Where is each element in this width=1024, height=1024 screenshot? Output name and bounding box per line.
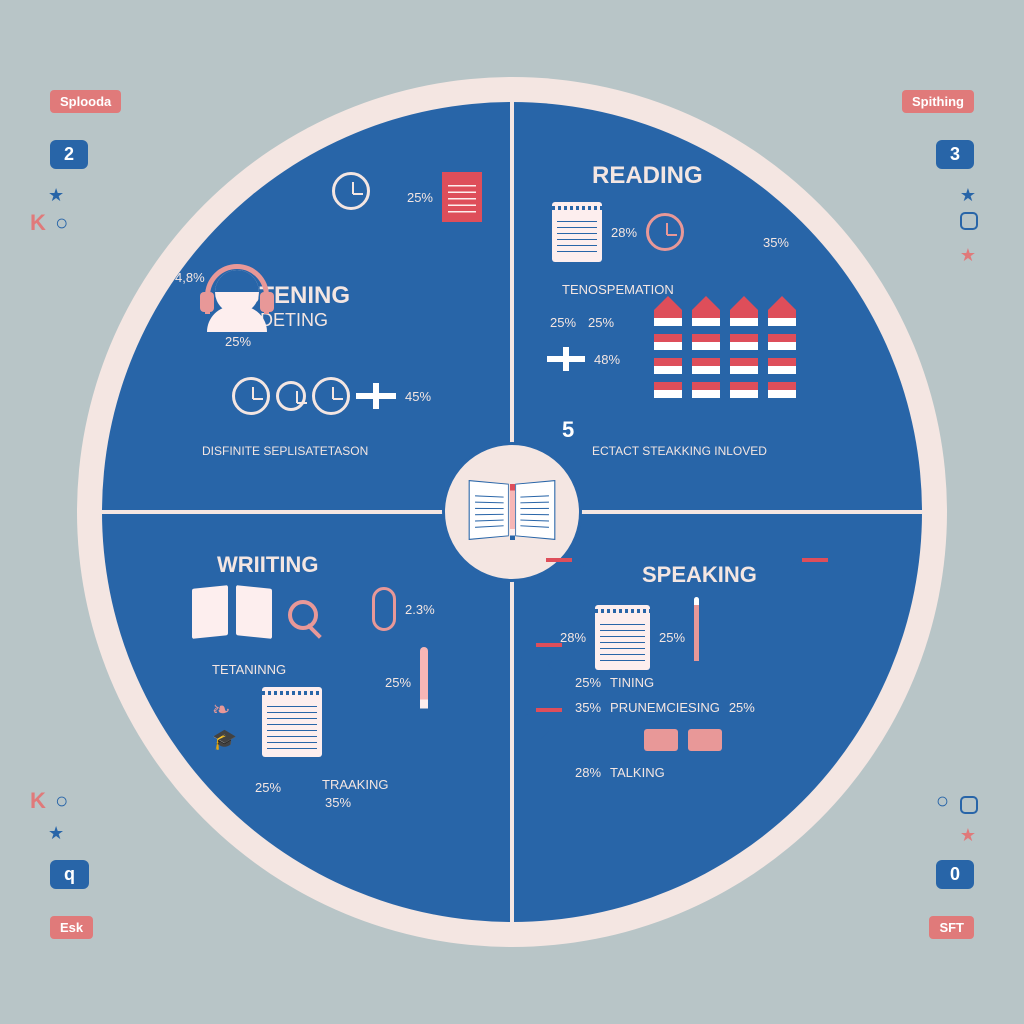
pct-label: 25% [407,190,433,205]
pct-label: 28% [575,765,601,780]
q3-label-1: TETANINNG [212,662,286,677]
q3-label-2: TRAAKING [322,777,388,792]
q3-title: WRIITING [217,552,318,578]
headphones-avatar-icon [202,262,272,332]
star-icon: ★ [48,185,64,206]
q2-subtitle: TENOSPEMATION [562,282,674,297]
clock-icon [276,381,306,411]
block-icon [644,729,678,751]
q2-title: READING [592,162,703,190]
pct-label: 35% [763,235,789,250]
clock-icon [312,377,350,415]
notepad-icon [595,605,650,670]
badge-top-right: Spithing [902,90,974,113]
uk-flag-icon [356,383,396,409]
o-icon: ○ [936,788,949,814]
pct-label: 48% [594,352,620,367]
striped-bar-icon [692,310,720,400]
page-icon [442,172,482,222]
center-number: 5 [562,417,574,443]
q4-title: SPEAKING [642,562,757,588]
uk-flag-icon [547,347,585,371]
magnifier-icon [288,600,318,630]
pct-label: 28% [611,225,637,240]
heart-flag-icon [798,552,832,582]
pct-label: 35% [575,700,601,715]
pct-label: 25% [255,780,281,795]
circle-outer: 25% LISTENING CANDETING 25% 4,8% [77,77,947,947]
striped-bar-icon [730,310,758,400]
pct-label: 25% [575,675,601,690]
quadrant-listening: 25% LISTENING CANDETING 25% 4,8% [172,162,512,502]
heart-flag-icon [532,637,566,667]
open-book-icon [467,482,557,542]
clock-icon [332,172,370,210]
q4-label-1: TINING [610,675,654,690]
pct-label: 35% [325,795,351,810]
star-icon: ★ [960,185,976,206]
q2-caption: ECTACT STEAKKING INLOVED [592,444,767,458]
striped-bar-icon [768,310,796,400]
striped-bar-icon [654,310,682,400]
pct-label: 4,8% [175,270,205,285]
q1-caption: DISFINITE SEPLISATETASON [202,444,368,458]
cap-icon: 🎓 [212,729,237,751]
pct-label: 45% [405,389,431,404]
notepad-icon [262,687,322,757]
clock-icon [646,213,684,251]
k-icon: K [30,788,46,814]
block-icon [688,729,722,751]
pct-label: 25% [588,315,614,330]
square-icon [960,796,978,814]
o-icon: ○ [55,210,68,236]
star-icon: ★ [960,825,976,846]
num-top-right: 3 [936,140,974,169]
q4-label-3: TALKING [610,765,665,780]
q4-label-2: PRUNEMCIESING [610,700,720,715]
clock-icon [232,377,270,415]
k-icon: K [30,210,46,236]
pct-label: 25% [385,675,411,690]
badge-top-left: Splooda [50,90,121,113]
o-icon: ○ [55,788,68,814]
pct-label: 25% [729,700,755,715]
quadrant-reading: READING 28% 35% TENOSPEMATION 25% 25% [532,162,872,502]
num-top-left: 2 [50,140,88,169]
open-book-icon [192,587,272,642]
square-icon [960,212,978,230]
star-icon: ★ [48,823,64,844]
pct-label: 25% [659,630,685,645]
pct-label: 2.3% [405,602,435,617]
pen-icon [694,597,699,677]
badge-bottom-left: Esk [50,916,93,939]
num-bottom-left: q [50,860,89,889]
quadrant-writing: WRIITING 2.3% 25% TETANINNG ❧ [172,532,512,872]
heart-flag-icon [532,702,566,732]
badge-bottom-right: SFT [929,916,974,939]
pencil-icon [420,647,428,717]
quadrant-speaking: SPEAKING 28% 25% 25% TINING [532,532,872,872]
num-bottom-right: 0 [936,860,974,889]
notepad-icon [552,202,602,262]
swirl-icon [372,587,396,631]
circle-inner: 25% LISTENING CANDETING 25% 4,8% [102,102,922,922]
leaf-icon: ❧ [212,697,230,722]
star-icon: ★ [960,245,976,266]
pct-label: 25% [550,315,576,330]
